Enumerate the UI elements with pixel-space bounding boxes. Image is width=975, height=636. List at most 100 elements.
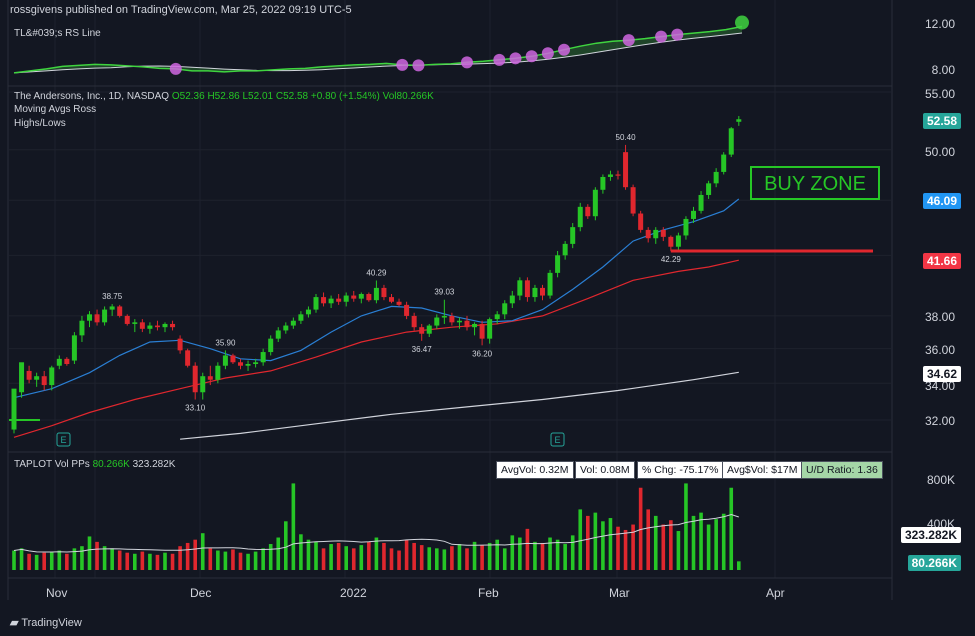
indicator-highs-lows[interactable]: Highs/Lows (14, 118, 66, 129)
volume-bar (57, 550, 62, 570)
volume-bar (155, 554, 160, 570)
volume-bar (163, 552, 167, 570)
x-axis-label: Mar (609, 586, 630, 600)
volume-bar (676, 531, 681, 570)
candle-body (713, 171, 719, 184)
price-axis-tick: 50.00 (924, 145, 955, 159)
volume-bar (102, 546, 107, 570)
rs-new-high-dot (169, 62, 182, 75)
candle-body (238, 362, 243, 366)
candle-body (177, 338, 183, 351)
candle-body (283, 325, 289, 331)
rs-new-high-dot (493, 53, 506, 66)
candle-body (419, 327, 425, 334)
candle-body (555, 255, 561, 273)
candle-body (502, 303, 508, 315)
tradingview-logo[interactable]: ▰ TradingView (10, 616, 82, 629)
volume-bar (42, 552, 46, 570)
volume-bar (404, 539, 409, 570)
volume-bar (669, 520, 673, 570)
symbol-name: The Andersons, Inc., 1D, NASDAQ (14, 91, 170, 102)
rs-axis-tick: 8.00 (931, 63, 955, 77)
candle-body (585, 206, 591, 217)
volume-indicator-name: TAPLOT Vol PPs (14, 459, 90, 470)
volume-bar (140, 551, 145, 570)
volume-bar (178, 546, 182, 570)
candle-body (638, 213, 644, 230)
volume-bar (185, 542, 190, 570)
candle-body (305, 309, 311, 315)
candle-body (464, 320, 470, 328)
volume-bar (435, 548, 439, 570)
candle-body (200, 376, 206, 393)
volume-bar (27, 553, 31, 570)
volume-last-badge: 80.266K (907, 555, 961, 571)
volume-bar (231, 549, 235, 570)
ma-long-badge: 41.66 (922, 253, 961, 269)
last-price-badge: 52.58 (922, 113, 961, 129)
candle-body (736, 119, 742, 122)
price-axis-tick: 32.00 (924, 414, 955, 428)
volume-bar (261, 548, 265, 570)
volume-bar (457, 544, 462, 570)
candle-body (721, 154, 727, 172)
rs-new-high-dot (541, 47, 554, 60)
volume-bar (623, 529, 628, 570)
rs-new-high-dot (622, 34, 635, 47)
volume-bar (729, 487, 734, 570)
indicator-moving-avgs[interactable]: Moving Avgs Ross (14, 104, 97, 115)
high-low-label: 36.47 (412, 345, 433, 354)
candle-body (358, 294, 364, 299)
rs-line-series (13, 15, 749, 75)
high-low-annotations: 38.75 35.90 33.10 40.29 39.03 36.47 36.20 50.40… (102, 133, 681, 413)
candle-body (509, 295, 515, 304)
volume-bar (148, 553, 152, 570)
volume-bar (19, 548, 24, 570)
candle-body (691, 210, 696, 219)
candle-body (547, 272, 553, 296)
candlestick-series (11, 116, 742, 434)
ohlc-open: O52.36 (171, 91, 205, 102)
volume-bar (714, 519, 718, 570)
volume-bar (389, 548, 394, 570)
candle-body (147, 325, 153, 329)
volume-bar (299, 534, 303, 570)
candle-body (109, 306, 115, 310)
candle-body (540, 287, 545, 296)
candle-body (577, 206, 583, 228)
publish-line: rossgivens published on TradingView.com,… (10, 4, 352, 16)
candle-body (222, 355, 228, 366)
volume-bar (359, 545, 364, 570)
volume-bar (170, 553, 175, 570)
volume-bar (351, 548, 356, 570)
candle-body (524, 280, 530, 298)
volume-bar (382, 542, 386, 570)
stat-avg-dollar-vol: Avg$Vol: $17M (722, 461, 803, 479)
candle-body (336, 298, 342, 302)
candle-body (660, 229, 666, 237)
x-axis-label: Feb (478, 586, 499, 600)
volume-bar (661, 524, 666, 570)
candle-body (570, 227, 576, 244)
candle-body (411, 315, 417, 328)
buy-zone-label: BUY ZONE (764, 173, 866, 195)
candle-body (675, 235, 681, 247)
high-low-label: 33.10 (185, 404, 206, 413)
candle-body (321, 297, 327, 304)
volume-bar (268, 544, 273, 570)
volume-bar (374, 537, 379, 570)
high-low-label: 42.29 (661, 255, 682, 264)
volume-bar (638, 487, 643, 570)
volume-bar (450, 546, 454, 570)
candle-body (592, 189, 598, 217)
volume-bar (442, 549, 447, 570)
volume-bar (314, 541, 318, 570)
volume-bar (495, 539, 499, 570)
ohlc-high: H52.86 (207, 91, 240, 102)
candle-body (630, 187, 636, 214)
volume-bar (601, 521, 605, 570)
volume-series (12, 483, 741, 570)
candle-body (645, 229, 651, 239)
candle-body (441, 315, 447, 318)
